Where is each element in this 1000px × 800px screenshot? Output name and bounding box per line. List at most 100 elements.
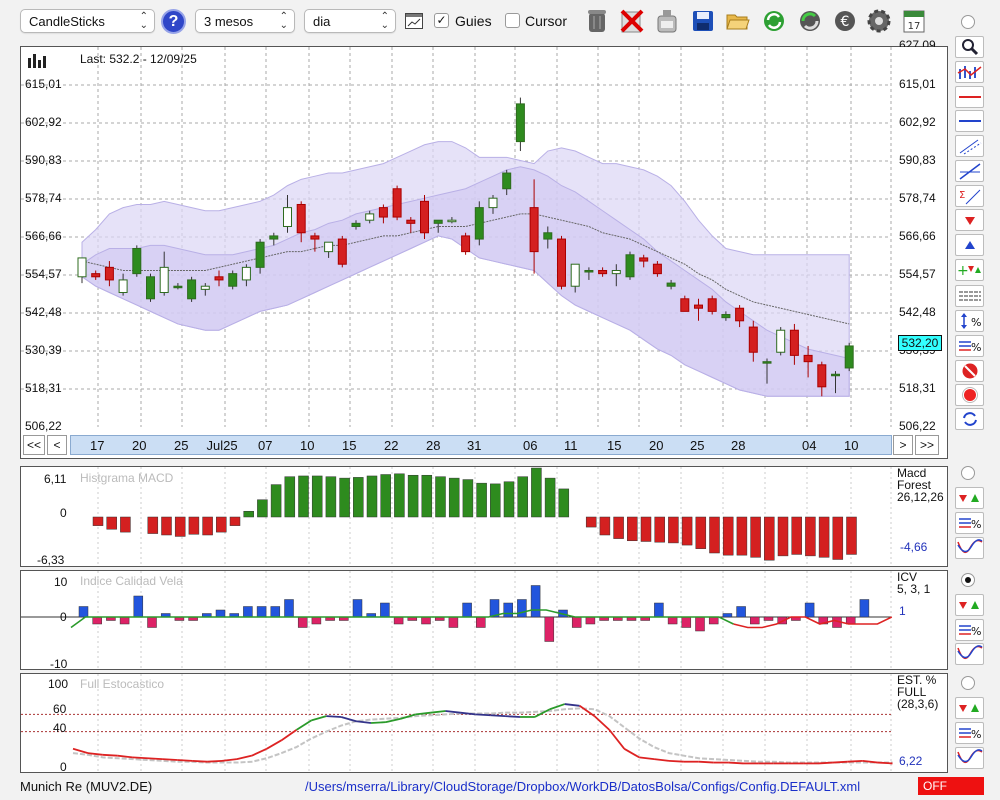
candle[interactable] — [461, 232, 471, 255]
trend-line-icon[interactable] — [955, 160, 984, 182]
delete-icon[interactable] — [618, 6, 646, 36]
candle[interactable] — [680, 295, 690, 312]
candle[interactable] — [351, 220, 361, 230]
candle[interactable] — [337, 235, 347, 268]
candle[interactable] — [269, 232, 279, 246]
candle[interactable] — [255, 239, 265, 274]
horizontal-line-blue-icon[interactable] — [955, 110, 984, 132]
horizontal-line-red-icon[interactable] — [955, 86, 984, 108]
candle[interactable] — [91, 270, 101, 280]
scroll-last-button[interactable]: >> — [915, 435, 939, 455]
candle[interactable] — [652, 261, 662, 277]
cursor-checkbox[interactable] — [505, 13, 520, 28]
interval-select[interactable]: dia ⌃ ⌄ — [304, 9, 396, 33]
macd-histogram[interactable] — [21, 467, 947, 566]
candle[interactable] — [159, 251, 169, 296]
candle[interactable] — [474, 201, 484, 246]
trash-icon[interactable] — [583, 6, 611, 36]
candle[interactable] — [104, 261, 114, 287]
candle[interactable] — [502, 169, 512, 196]
scale-percent-icon[interactable]: % — [955, 310, 984, 332]
trend-channel-icon[interactable] — [955, 135, 984, 157]
candle[interactable] — [200, 283, 210, 296]
stoch-signal-icon[interactable] — [955, 697, 984, 719]
candle[interactable] — [666, 279, 676, 290]
candle[interactable] — [365, 210, 375, 224]
macd-signal-icon[interactable] — [955, 487, 984, 509]
no-entry-icon[interactable] — [955, 360, 984, 382]
candle[interactable] — [776, 327, 786, 356]
zoom-icon[interactable] — [955, 36, 984, 58]
guides-checkbox[interactable]: ✓ — [434, 13, 449, 28]
bottle-icon[interactable] — [653, 6, 681, 36]
candle[interactable] — [392, 185, 402, 221]
swap-icon[interactable] — [955, 408, 984, 430]
candle[interactable] — [378, 204, 388, 224]
candle[interactable] — [543, 226, 553, 249]
gear-icon[interactable] — [865, 6, 893, 36]
arrow-down-icon[interactable] — [955, 209, 984, 231]
candle[interactable] — [639, 254, 649, 268]
candle[interactable] — [214, 270, 224, 287]
candle[interactable] — [789, 323, 799, 365]
icv-wave-icon[interactable] — [955, 643, 984, 665]
candle[interactable] — [707, 295, 717, 315]
stoch-percent-icon[interactable]: % — [955, 722, 984, 744]
scroll-next-button[interactable]: > — [893, 435, 913, 455]
candle[interactable] — [228, 270, 238, 290]
candle[interactable] — [324, 241, 334, 258]
candle[interactable] — [146, 273, 155, 302]
status-off-badge[interactable]: OFF — [918, 777, 984, 795]
candle[interactable] — [241, 264, 251, 287]
candle[interactable] — [420, 195, 429, 240]
candle[interactable] — [515, 97, 525, 152]
candle[interactable] — [762, 358, 772, 384]
candle[interactable] — [844, 342, 854, 372]
candle[interactable] — [584, 267, 594, 280]
candle[interactable] — [694, 298, 703, 321]
candle[interactable] — [817, 361, 827, 397]
candle[interactable] — [831, 371, 840, 394]
chart-window-icon[interactable] — [405, 13, 423, 29]
scroll-first-button[interactable]: << — [23, 435, 45, 455]
candle[interactable] — [187, 276, 197, 302]
stochastic-chart[interactable] — [21, 674, 947, 772]
panel-select-radio-main[interactable] — [961, 15, 975, 29]
icv-chart[interactable] — [21, 571, 947, 669]
config-path-link[interactable]: /Users/mserra/Library/CloudStorage/Dropb… — [305, 779, 861, 794]
candle[interactable] — [296, 201, 306, 243]
open-folder-icon[interactable] — [724, 6, 752, 36]
candle[interactable] — [118, 273, 128, 296]
date-axis-scrollbar[interactable] — [70, 435, 892, 455]
macd-percent-icon[interactable]: % — [955, 512, 984, 534]
candle[interactable] — [173, 283, 183, 290]
panel-select-radio-stoch[interactable] — [961, 676, 975, 690]
candle[interactable] — [283, 195, 292, 233]
panel-select-radio-icv[interactable] — [961, 573, 975, 587]
add-signal-icon[interactable]: + — [955, 259, 984, 281]
candle[interactable] — [570, 263, 580, 293]
panel-select-radio-macd[interactable] — [961, 466, 975, 480]
arrow-up-icon[interactable] — [955, 234, 984, 256]
scroll-prev-button[interactable]: < — [47, 435, 67, 455]
currency-icon[interactable]: € — [831, 6, 859, 36]
candle[interactable] — [447, 217, 457, 224]
calendar-icon[interactable]: 17 — [900, 6, 928, 36]
update-icon[interactable] — [796, 6, 824, 36]
candle[interactable] — [310, 232, 320, 252]
candle[interactable] — [803, 345, 813, 378]
candle[interactable] — [611, 264, 621, 287]
candle[interactable] — [625, 251, 635, 280]
fibonacci-icon[interactable]: Σ — [955, 185, 984, 207]
candle[interactable] — [132, 245, 142, 277]
candle[interactable] — [529, 179, 539, 274]
candle[interactable] — [557, 235, 566, 290]
refresh-icon[interactable] — [760, 6, 788, 36]
period-select[interactable]: 3 mesos ⌃ ⌄ — [195, 9, 295, 33]
candle[interactable] — [433, 219, 443, 233]
candle[interactable] — [748, 320, 758, 362]
help-icon[interactable]: ? — [161, 9, 186, 34]
candle[interactable] — [488, 195, 498, 214]
icv-percent-icon[interactable]: % — [955, 619, 984, 641]
stoch-wave-icon[interactable] — [955, 747, 984, 769]
